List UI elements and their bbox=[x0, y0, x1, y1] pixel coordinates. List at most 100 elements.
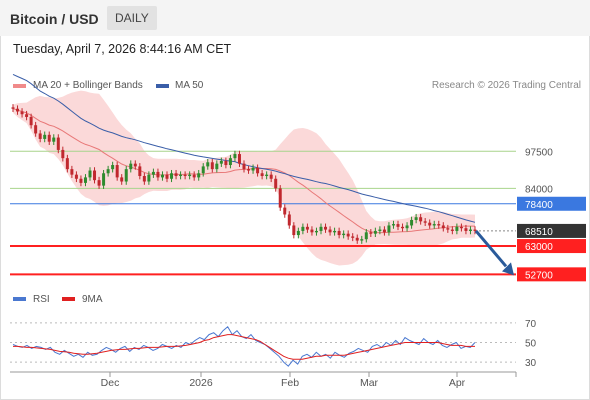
x-tick-label-Mar: Mar bbox=[360, 377, 379, 389]
candle-body bbox=[441, 225, 445, 229]
candle-body bbox=[56, 137, 60, 150]
level-tag-support bbox=[517, 267, 586, 282]
candle-body bbox=[192, 174, 196, 178]
forecast-arrow bbox=[474, 229, 508, 268]
candle-body bbox=[206, 162, 210, 167]
level-label-78400: 78400 bbox=[525, 200, 553, 211]
candle-body bbox=[52, 137, 56, 142]
candle-body bbox=[310, 229, 314, 233]
candle-body bbox=[142, 176, 146, 182]
level-tag-pivot bbox=[517, 196, 586, 211]
candle-body bbox=[210, 162, 214, 170]
candle-body bbox=[74, 174, 78, 179]
candle-body bbox=[183, 174, 187, 177]
level-label-68510: 68510 bbox=[525, 227, 553, 238]
candle-body bbox=[342, 233, 346, 236]
candle-body bbox=[305, 226, 309, 230]
candle-body bbox=[301, 226, 305, 231]
candle-body bbox=[396, 224, 400, 227]
candle-body bbox=[337, 230, 341, 236]
chart-header: Bitcoin / USD DAILY bbox=[0, 0, 590, 36]
candle-body bbox=[93, 170, 97, 181]
candle-body bbox=[292, 225, 296, 236]
candle-body bbox=[410, 219, 414, 226]
candle-body bbox=[120, 177, 124, 182]
candle-body bbox=[174, 173, 178, 177]
candle-body bbox=[160, 174, 164, 178]
candle-body bbox=[450, 229, 454, 231]
candle-body bbox=[373, 230, 377, 234]
candle-body bbox=[215, 163, 219, 170]
rsi-level-label-50: 50 bbox=[525, 339, 537, 350]
candle-body bbox=[129, 163, 133, 170]
candle-body bbox=[369, 232, 373, 234]
candle-body bbox=[38, 133, 42, 139]
rsi-legend-label: RSI bbox=[33, 294, 50, 305]
candle-body bbox=[224, 160, 228, 166]
candle-body bbox=[333, 230, 337, 233]
candle-body bbox=[319, 226, 323, 231]
candle-body bbox=[29, 116, 33, 126]
candle-body bbox=[156, 171, 160, 178]
level-label-84000: 84000 bbox=[525, 184, 553, 195]
candle-body bbox=[360, 239, 364, 241]
candle-body bbox=[20, 111, 24, 115]
candle-body bbox=[287, 214, 291, 226]
rsi-level-label-70: 70 bbox=[525, 319, 537, 330]
x-tick-label-Feb: Feb bbox=[281, 377, 299, 389]
candle-body bbox=[138, 166, 142, 177]
candle-body bbox=[97, 180, 101, 186]
candle-body bbox=[111, 165, 115, 170]
timeframe-badge[interactable]: DAILY bbox=[107, 6, 157, 30]
candle-body bbox=[256, 167, 260, 174]
candle-body bbox=[115, 165, 119, 178]
candle-body bbox=[405, 225, 409, 229]
candle-body bbox=[242, 163, 246, 170]
instrument-title: Bitcoin / USD bbox=[10, 11, 99, 27]
candle-body bbox=[197, 173, 201, 178]
candle-body bbox=[179, 174, 183, 177]
rsi-level-label-30: 30 bbox=[525, 358, 537, 369]
candle-body bbox=[201, 166, 205, 174]
candle-body bbox=[328, 229, 332, 233]
candle-body bbox=[428, 222, 432, 226]
candle-body bbox=[274, 178, 278, 189]
candle-body bbox=[446, 228, 450, 230]
ma50-legend-label: MA 50 bbox=[175, 80, 204, 91]
candle-body bbox=[296, 230, 300, 236]
candle-body bbox=[124, 169, 128, 182]
candle-body bbox=[188, 174, 192, 177]
candle-body bbox=[102, 173, 106, 186]
rsi-legend-swatch bbox=[13, 297, 26, 301]
candle-body bbox=[165, 174, 169, 179]
candle-body bbox=[382, 229, 386, 233]
candle-body bbox=[83, 177, 87, 183]
bollinger-band bbox=[13, 90, 475, 266]
candle-body bbox=[61, 149, 65, 159]
candle-body bbox=[468, 229, 472, 231]
candle-body bbox=[233, 154, 237, 159]
candle-body bbox=[34, 125, 38, 134]
candle-body bbox=[355, 237, 359, 241]
candle-body bbox=[432, 224, 436, 226]
candle-body bbox=[43, 134, 47, 139]
candle-body bbox=[464, 228, 468, 231]
candle-body bbox=[88, 170, 92, 178]
ma-bb-legend-label: MA 20 + Bollinger Bands bbox=[33, 80, 143, 91]
candle-body bbox=[401, 226, 405, 229]
candle-body bbox=[387, 225, 391, 233]
candle-body bbox=[473, 229, 477, 231]
candle-body bbox=[269, 174, 273, 179]
candle-body bbox=[70, 169, 74, 175]
candle-body bbox=[278, 188, 282, 208]
candle-body bbox=[79, 178, 83, 183]
candle-body bbox=[351, 236, 355, 238]
candle-body bbox=[16, 108, 20, 112]
candle-body bbox=[459, 226, 463, 229]
candle-body bbox=[314, 230, 318, 233]
candle-body bbox=[455, 226, 459, 231]
x-tick-label-Dec: Dec bbox=[101, 377, 120, 389]
candle-body bbox=[65, 158, 69, 170]
rsi-ma9-line bbox=[13, 334, 475, 360]
